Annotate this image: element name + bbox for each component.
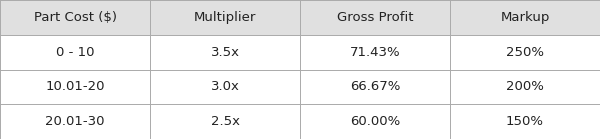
Bar <box>0 104 150 139</box>
Bar <box>450 104 600 139</box>
Bar <box>300 0 450 35</box>
Text: 3.0x: 3.0x <box>211 80 239 93</box>
Bar <box>150 35 300 70</box>
Text: 60.00%: 60.00% <box>350 115 400 128</box>
Bar <box>0 0 150 35</box>
Text: 250%: 250% <box>506 46 544 59</box>
Bar <box>300 35 450 70</box>
Bar <box>450 70 600 104</box>
Bar <box>300 70 450 104</box>
Text: 20.01-30: 20.01-30 <box>45 115 105 128</box>
Text: 2.5x: 2.5x <box>211 115 239 128</box>
Bar <box>150 0 300 35</box>
Text: 0 - 10: 0 - 10 <box>56 46 94 59</box>
Text: Multiplier: Multiplier <box>194 11 256 24</box>
Bar <box>150 70 300 104</box>
Text: 150%: 150% <box>506 115 544 128</box>
Bar <box>150 104 300 139</box>
Text: Gross Profit: Gross Profit <box>337 11 413 24</box>
Bar <box>0 70 150 104</box>
Text: Markup: Markup <box>500 11 550 24</box>
Bar <box>450 35 600 70</box>
Text: 3.5x: 3.5x <box>211 46 239 59</box>
Bar <box>450 0 600 35</box>
Text: Part Cost ($): Part Cost ($) <box>34 11 116 24</box>
Text: 66.67%: 66.67% <box>350 80 400 93</box>
Bar <box>300 104 450 139</box>
Text: 200%: 200% <box>506 80 544 93</box>
Text: 10.01-20: 10.01-20 <box>45 80 105 93</box>
Text: 71.43%: 71.43% <box>350 46 400 59</box>
Bar <box>0 35 150 70</box>
